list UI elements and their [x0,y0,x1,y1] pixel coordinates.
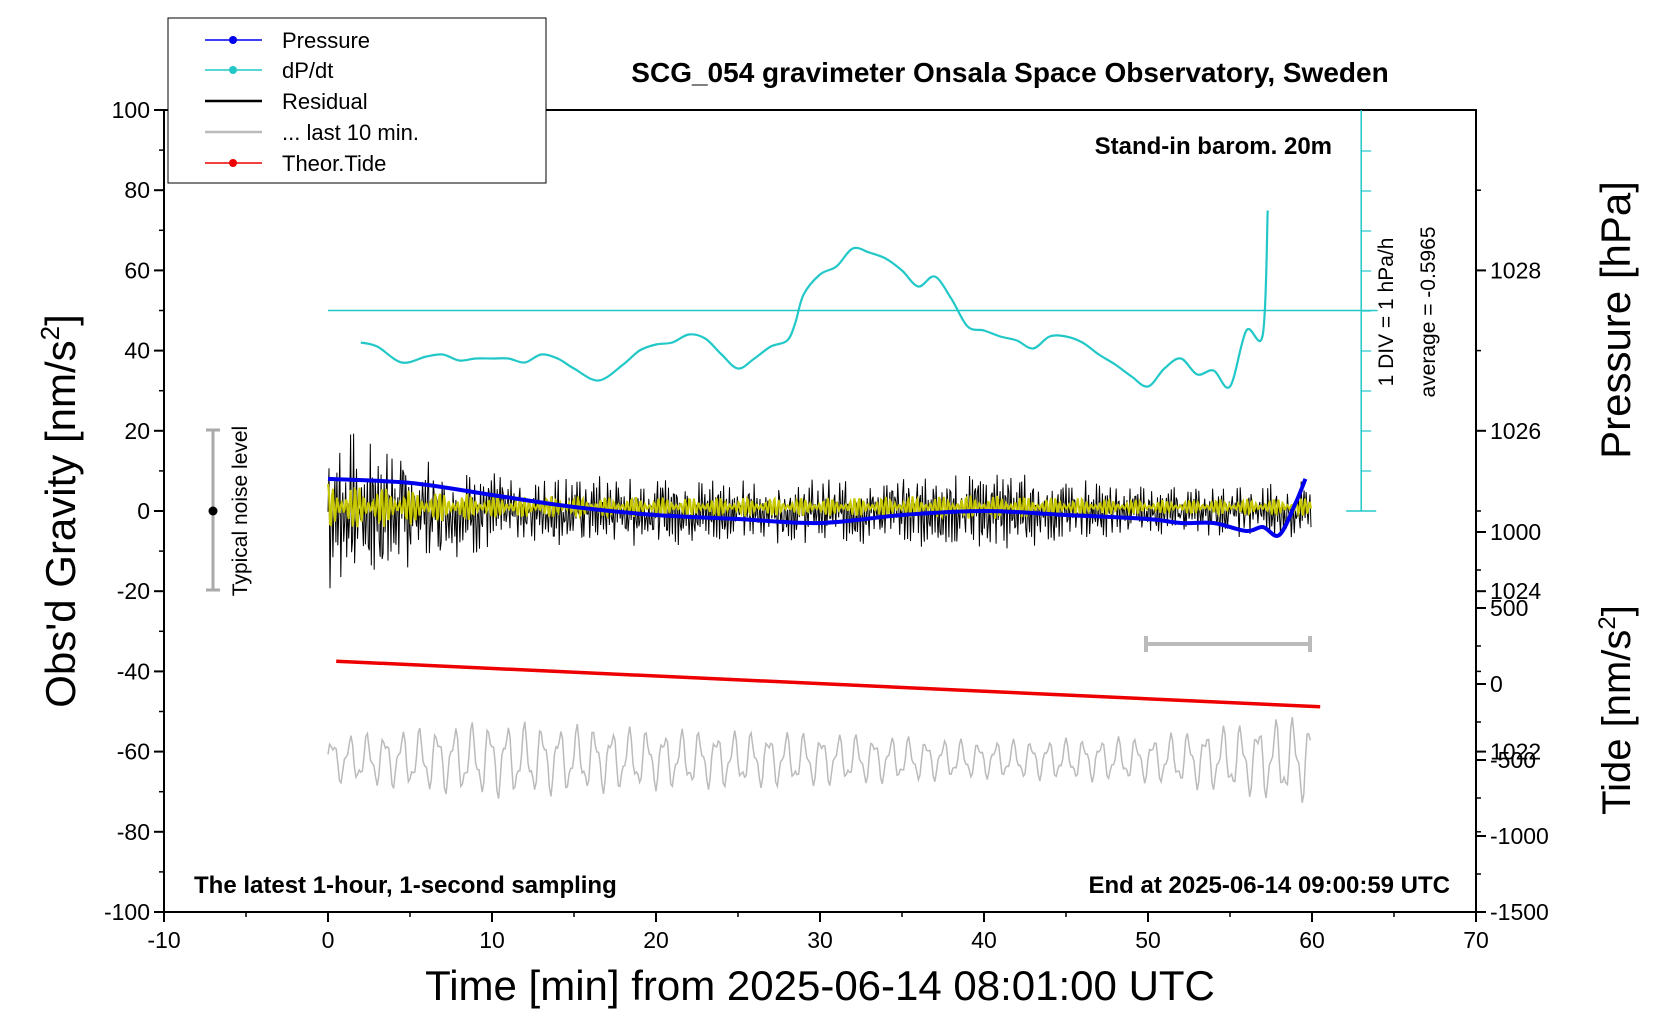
tide-tick-label: 0 [1490,671,1503,697]
tide-tick-label: -500 [1490,747,1536,773]
series-layer [327,210,1378,803]
y-axis-title-end: ] [37,314,84,326]
legend: Pressure dP/dt Residual ... last 10 min.… [167,17,547,184]
chart-title: SCG_054 gravimeter Onsala Space Observat… [631,57,1388,88]
latest-note: The latest 1-hour, 1-second sampling [194,872,617,899]
y-tick-label: 0 [137,498,150,524]
y-tick-label: 20 [124,418,150,444]
barometer-note: Stand-in barom. 20m [1095,133,1332,160]
series-dpdt [360,210,1269,389]
dpdt-scale-bar [1346,110,1377,512]
legend-entry-last10: ... last 10 min. [205,120,419,145]
y-tick-label: 60 [124,257,150,283]
series-pressure [327,476,1308,538]
pressure-tick-label: 1026 [1490,418,1541,444]
dpdt-scale-label: 1 DIV = 1 hPa/h [1375,238,1398,387]
x-tick-label: 50 [1135,927,1161,953]
last-10-min-bracket [1144,636,1312,652]
y-tick-label: 80 [124,177,150,203]
series-theor-tide [336,659,1321,709]
x-tick-label: 10 [479,927,505,953]
tide-axis-title-main: Tide [nm/s [1595,630,1639,815]
tide-axis-title-sup: 2 [1594,616,1621,629]
end-note: End at 2025-06-14 09:00:59 UTC [1089,872,1451,899]
legend-entry-pressure: Pressure [205,28,370,53]
noise-center-dot [208,506,218,516]
legend-label-tide: Theor.Tide [282,151,386,176]
x-axis: -10 0 10 20 30 40 50 60 70 [147,912,1489,953]
legend-entry-residual: Residual [205,89,368,114]
legend-label-last10: ... last 10 min. [282,120,419,145]
y-tick-label: -20 [117,578,150,604]
tide-y-axis: 1000 500 0 -500 -1000 -1500 [1476,519,1549,925]
y-tick-label: -40 [117,658,150,684]
tide-axis-title-end: ] [1595,605,1639,616]
tide-tick-label: -1500 [1490,899,1549,925]
x-tick-label: 40 [971,927,997,953]
y-tick-label: 40 [124,338,150,364]
legend-label-residual: Residual [282,89,368,114]
dpdt-average-label: average = -0.5965 [1417,226,1440,397]
legend-entry-dpdt: dP/dt [205,58,333,83]
tide-tick-label: 1000 [1490,519,1541,545]
tide-axis-title: Tide [nm/s2] [1594,605,1639,815]
pressure-tick-label: 1028 [1490,257,1541,283]
x-tick-label: 30 [807,927,833,953]
y-tick-label: 100 [112,97,150,123]
legend-entry-tide: Theor.Tide [205,151,386,176]
noise-level-marker [206,428,220,592]
legend-label-dpdt: dP/dt [282,58,333,83]
x-tick-label: 70 [1463,927,1489,953]
pressure-y-axis: 1022 1024 1026 1028 [1476,189,1541,833]
legend-marker-dpdt [229,66,237,74]
y-axis-title-main: Obs'd Gravity [nm/s [37,340,84,707]
tide-tick-label: -1000 [1490,823,1549,849]
pressure-axis-title: Pressure [hPa] [1592,181,1639,459]
series-residual [327,433,1312,589]
y-tick-label: -80 [117,819,150,845]
series-residual-smoothed [327,483,1312,528]
y-axis-title: Obs'd Gravity [nm/s2] [35,314,84,708]
y-tick-label: -100 [104,899,150,925]
x-tick-label: 20 [643,927,669,953]
x-tick-label: 0 [322,927,335,953]
series-last-10-min [327,716,1312,803]
legend-marker-tide [229,159,237,167]
legend-label-pressure: Pressure [282,28,370,53]
x-tick-label: 60 [1299,927,1325,953]
noise-level-label: Typical noise level [229,426,252,596]
y-axis-title-sup: 2 [35,326,65,340]
y-tick-label: -60 [117,739,150,765]
x-axis-title: Time [min] from 2025-06-14 08:01:00 UTC [425,962,1215,1009]
tide-tick-label: 500 [1490,595,1528,621]
gravity-y-axis: -100 -80 -60 -40 -20 0 20 40 60 80 100 [104,97,164,925]
pressure-tick-label: 1022 [1490,739,1541,765]
x-tick-label: -10 [147,927,180,953]
legend-marker-pressure [229,36,237,44]
pressure-tick-label: 1024 [1490,578,1541,604]
